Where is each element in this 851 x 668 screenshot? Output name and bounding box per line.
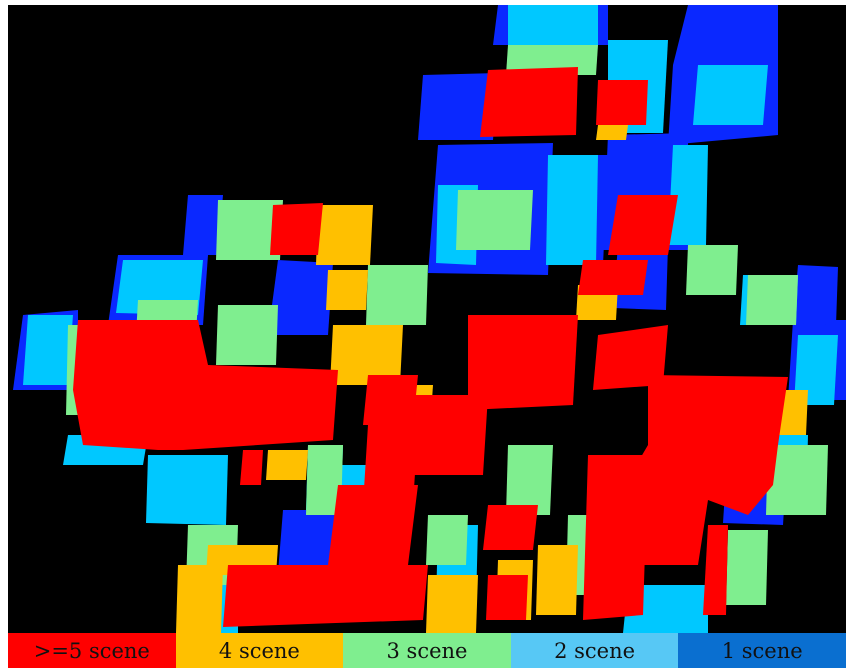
legend-label-3-scene: 3 scene	[386, 638, 468, 663]
legend-label-5-plus-scene: >=5 scene	[33, 638, 150, 663]
legend-item-4-scene: 4 scene	[175, 633, 344, 668]
coverage-2-scene	[23, 5, 838, 633]
legend-item-1-scene: 1 scene	[678, 633, 846, 668]
legend-item-3-scene: 3 scene	[343, 633, 511, 668]
legend-label-2-scene: 2 scene	[554, 638, 636, 663]
legend-item-5-plus-scene: >=5 scene	[8, 633, 176, 668]
legend: >=5 scene 4 scene 3 scene 2 scene 1 scen…	[8, 633, 846, 668]
legend-item-2-scene: 2 scene	[510, 633, 679, 668]
scene-coverage-map	[8, 5, 846, 633]
coverage-5-plus-scene	[73, 67, 788, 627]
legend-label-1-scene: 1 scene	[721, 638, 803, 663]
legend-label-4-scene: 4 scene	[218, 638, 300, 663]
